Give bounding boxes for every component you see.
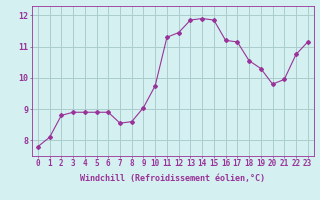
X-axis label: Windchill (Refroidissement éolien,°C): Windchill (Refroidissement éolien,°C) (80, 174, 265, 183)
